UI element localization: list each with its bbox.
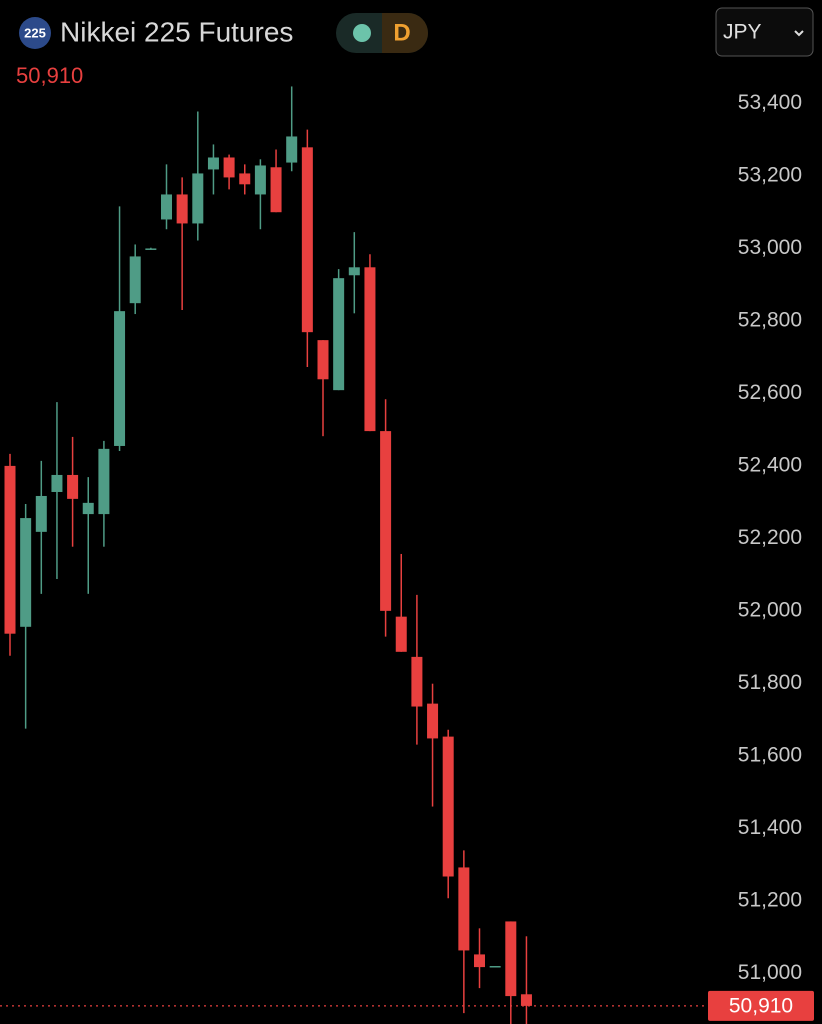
- candle-body: [458, 867, 470, 951]
- badge-text: 225: [24, 25, 46, 40]
- y-tick-label: 53,200: [738, 164, 802, 187]
- candle-body: [176, 194, 188, 224]
- candle-body: [20, 518, 32, 627]
- last-price-box: [708, 990, 814, 1021]
- candle-body: [505, 921, 517, 997]
- candle-body: [427, 703, 439, 739]
- candle-body: [270, 167, 282, 213]
- currency: JPY: [723, 21, 762, 44]
- candle-body: [364, 267, 376, 432]
- candle-body: [442, 736, 454, 877]
- candle-body: [223, 157, 235, 178]
- y-tick-label: 51,200: [738, 888, 802, 911]
- candle-body: [520, 994, 532, 1006]
- interval: D: [393, 19, 410, 46]
- candle-body: [239, 173, 251, 185]
- candle-body: [35, 495, 47, 532]
- y-tick-label: 51,000: [738, 961, 802, 984]
- pill-right: [382, 13, 428, 53]
- candle-body: [474, 954, 485, 968]
- y-tick-label: 51,800: [738, 671, 802, 694]
- y-tick-label: 52,000: [738, 598, 802, 621]
- candle-body: [129, 256, 141, 304]
- candle-body: [98, 448, 110, 515]
- candle-body: [114, 311, 126, 446]
- chevron: [794, 30, 804, 37]
- last-price-label: 50,910: [729, 994, 793, 1017]
- interval-pill[interactable]: D: [336, 13, 428, 53]
- candle-body: [317, 340, 329, 380]
- candle-body: [4, 465, 16, 634]
- candle-body: [161, 194, 172, 220]
- candle-body: [51, 474, 63, 492]
- y-tick-label: 53,400: [738, 91, 802, 114]
- candle-body: [395, 616, 407, 652]
- currency-select[interactable]: JPY: [715, 7, 814, 57]
- symbol-title: Nikkei 225 Futures: [60, 16, 293, 47]
- y-tick-label: 51,600: [738, 743, 802, 766]
- currency-box: [715, 7, 814, 57]
- candle-body: [192, 173, 204, 224]
- y-tick-label: 53,000: [738, 236, 802, 259]
- candle-body: [207, 157, 219, 170]
- candle-body: [145, 248, 157, 250]
- y-tick-label: 52,200: [738, 526, 802, 549]
- y-tick-label: 52,600: [738, 381, 802, 404]
- candle-body: [67, 474, 79, 499]
- y-tick-label: 51,400: [738, 816, 802, 839]
- status-dot: [353, 24, 371, 42]
- candle-body: [348, 267, 360, 276]
- badge: [19, 17, 51, 49]
- candle-body: [254, 165, 266, 195]
- candle-body: [301, 147, 313, 333]
- candle-body: [489, 966, 501, 968]
- y-tick-label: 52,800: [738, 308, 802, 331]
- candle-body: [286, 136, 298, 163]
- candle-body: [380, 431, 392, 611]
- y-tick-label: 52,400: [738, 453, 802, 476]
- candle-body: [82, 502, 94, 515]
- candle-body: [333, 278, 345, 391]
- candle-body: [411, 656, 423, 707]
- last-price: 50,910: [16, 63, 83, 88]
